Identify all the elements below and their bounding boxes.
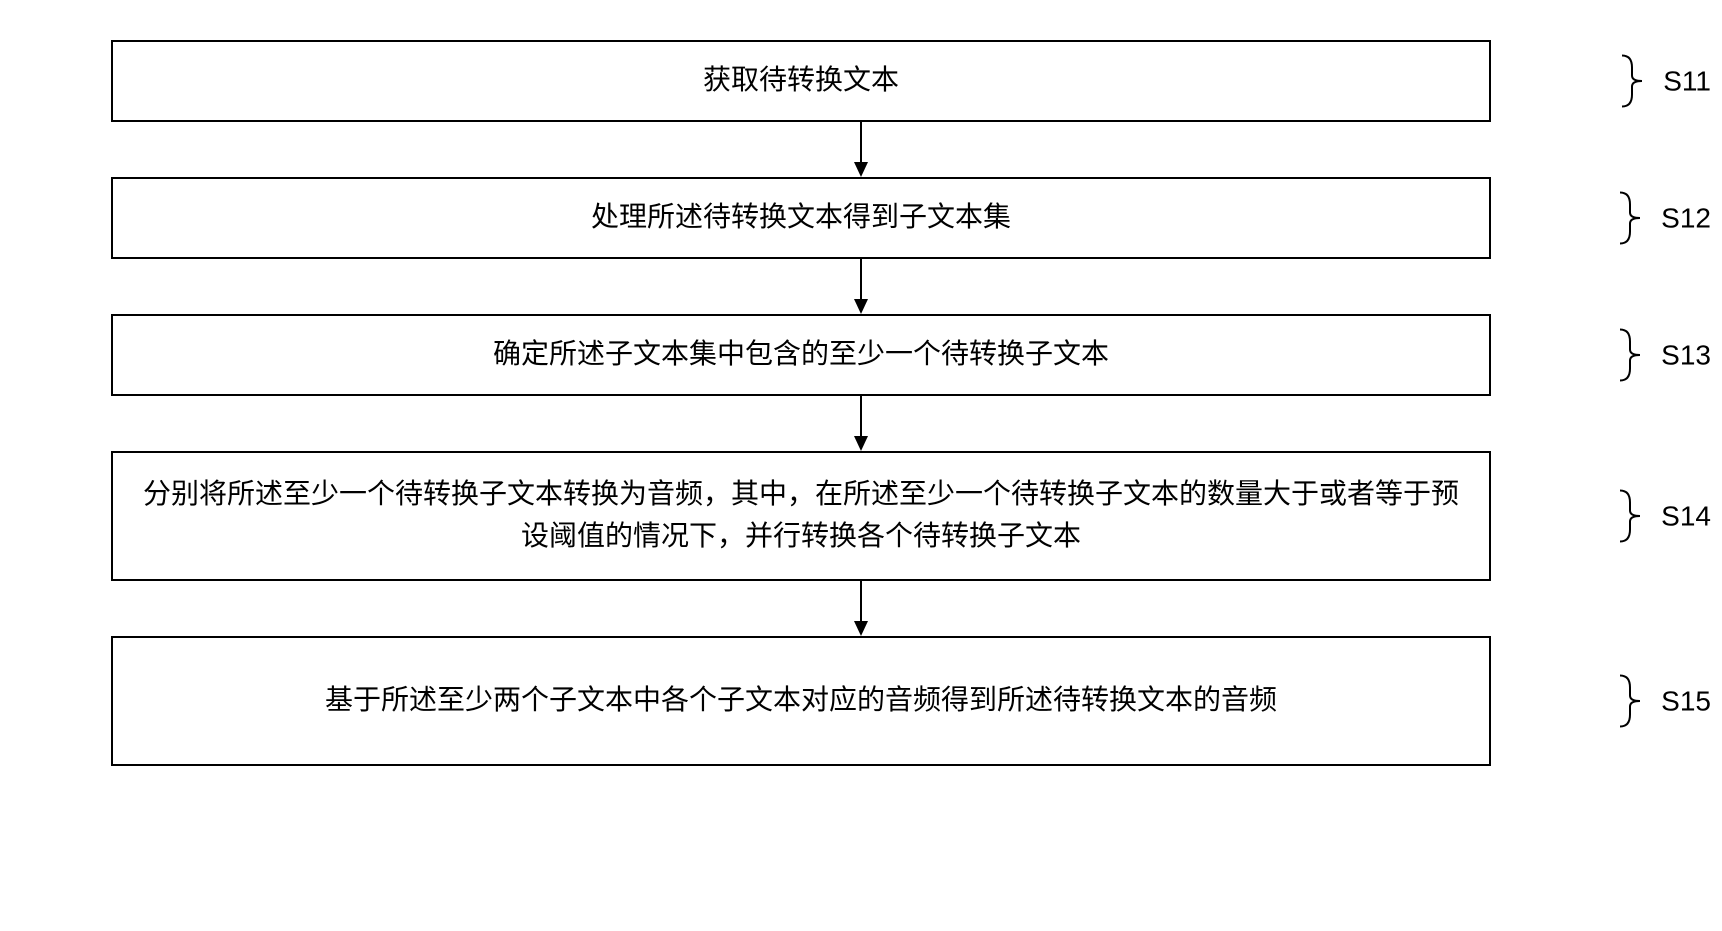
step-row-s12: 处理所述待转换文本得到子文本集 S12 <box>111 177 1611 259</box>
step-box-s11: 获取待转换文本 <box>111 40 1491 122</box>
step-box-s12: 处理所述待转换文本得到子文本集 <box>111 177 1491 259</box>
step-label-s14: S14 <box>1661 500 1711 532</box>
arrow-down-icon <box>851 259 871 314</box>
step-text-s15: 基于所述至少两个子文本中各个子文本对应的音频得到所述待转换文本的音频 <box>325 680 1277 722</box>
step-row-s14: 分别将所述至少一个待转换子文本转换为音频，其中，在所述至少一个待转换子文本的数量… <box>111 451 1611 581</box>
arrow-down-icon <box>851 122 871 177</box>
step-row-s11: 获取待转换文本 S11 <box>111 40 1611 122</box>
step-row-s13: 确定所述子文本集中包含的至少一个待转换子文本 S13 <box>111 314 1611 396</box>
step-box-s15: 基于所述至少两个子文本中各个子文本对应的音频得到所述待转换文本的音频 <box>111 636 1491 766</box>
step-box-s13: 确定所述子文本集中包含的至少一个待转换子文本 <box>111 314 1491 396</box>
curly-brace-icon <box>1618 191 1653 246</box>
step-row-s15: 基于所述至少两个子文本中各个子文本对应的音频得到所述待转换文本的音频 S15 <box>111 636 1611 766</box>
step-label-container-s14: S14 <box>1618 489 1711 544</box>
step-label-s15: S15 <box>1661 685 1711 717</box>
step-label-s12: S12 <box>1661 202 1711 234</box>
step-text-s11: 获取待转换文本 <box>703 60 899 102</box>
step-label-s11: S11 <box>1663 65 1711 97</box>
step-text-s14: 分别将所述至少一个待转换子文本转换为音频，其中，在所述至少一个待转换子文本的数量… <box>143 474 1459 558</box>
step-label-container-s11: S11 <box>1620 54 1711 109</box>
step-box-s14: 分别将所述至少一个待转换子文本转换为音频，其中，在所述至少一个待转换子文本的数量… <box>111 451 1491 581</box>
arrow-s13-s14 <box>851 396 871 451</box>
step-text-s12: 处理所述待转换文本得到子文本集 <box>591 197 1011 239</box>
curly-brace-icon <box>1620 54 1655 109</box>
step-text-s13: 确定所述子文本集中包含的至少一个待转换子文本 <box>493 334 1109 376</box>
step-label-s13: S13 <box>1661 339 1711 371</box>
curly-brace-icon <box>1618 328 1653 383</box>
flowchart-container: 获取待转换文本 S11 处理所述待转换文本得到子文本集 S12 <box>111 40 1611 766</box>
step-label-container-s13: S13 <box>1618 328 1711 383</box>
arrow-s14-s15 <box>851 581 871 636</box>
arrow-down-icon <box>851 396 871 451</box>
curly-brace-icon <box>1618 489 1653 544</box>
step-label-container-s12: S12 <box>1618 191 1711 246</box>
arrow-s12-s13 <box>851 259 871 314</box>
arrow-down-icon <box>851 581 871 636</box>
arrow-s11-s12 <box>851 122 871 177</box>
step-label-container-s15: S15 <box>1618 674 1711 729</box>
curly-brace-icon <box>1618 674 1653 729</box>
